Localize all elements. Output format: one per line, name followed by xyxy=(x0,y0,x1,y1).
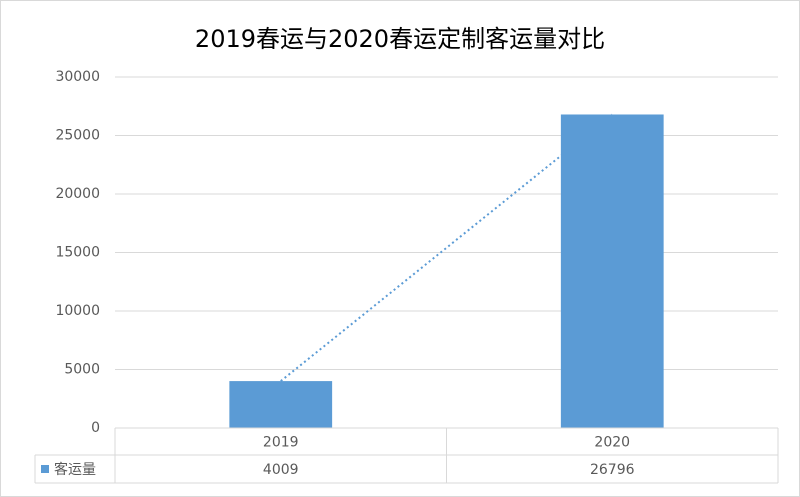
table-value: 26796 xyxy=(590,462,635,478)
x-tick-label: 2020 xyxy=(594,435,630,451)
legend-swatch xyxy=(41,465,49,473)
chart-title: 2019春运与2020春运定制客运量对比 xyxy=(195,25,605,53)
table-value: 4009 xyxy=(263,462,299,478)
y-tick-label: 5000 xyxy=(64,362,100,378)
y-tick-label: 15000 xyxy=(55,245,100,261)
trendline xyxy=(280,113,613,382)
y-tick-label: 10000 xyxy=(55,303,100,319)
x-tick-label: 2019 xyxy=(263,435,299,451)
bar xyxy=(229,381,333,428)
bar xyxy=(560,114,664,428)
y-tick-label: 20000 xyxy=(55,186,100,202)
y-tick-label: 25000 xyxy=(55,128,100,144)
y-tick-label: 30000 xyxy=(55,69,100,85)
y-tick-label: 0 xyxy=(91,420,100,436)
legend-label: 客运量 xyxy=(54,461,96,478)
